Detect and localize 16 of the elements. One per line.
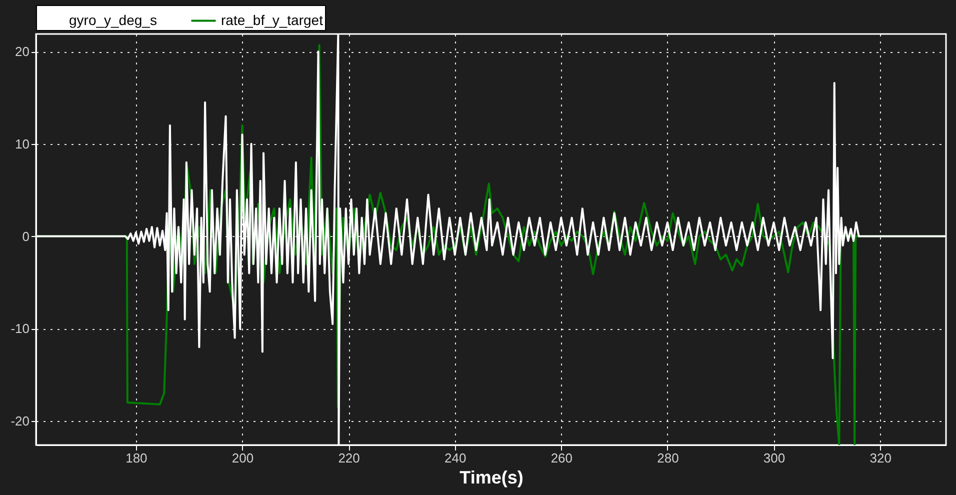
x-tick-label: 180 xyxy=(126,450,148,466)
x-tick-label: 300 xyxy=(763,450,786,466)
y-tick-label: 20 xyxy=(15,44,30,60)
x-tick-label: 200 xyxy=(232,450,254,466)
x-tick-label: 240 xyxy=(444,450,466,466)
y-tick-label: -20 xyxy=(10,413,30,428)
legend-label: rate_bf_y_target xyxy=(221,12,324,28)
x-tick-label: 220 xyxy=(338,450,360,466)
x-tick-label: 320 xyxy=(870,450,892,466)
text: gyro_y_deg_s xyxy=(69,12,157,28)
x-tick-label: 280 xyxy=(657,450,679,466)
x-axis-title: Time(s) xyxy=(460,468,524,488)
y-tick-label: 0 xyxy=(22,228,30,244)
y-tick-label: -10 xyxy=(10,321,30,336)
x-tick-label: 260 xyxy=(550,450,573,466)
y-tick-label: 10 xyxy=(15,136,30,152)
